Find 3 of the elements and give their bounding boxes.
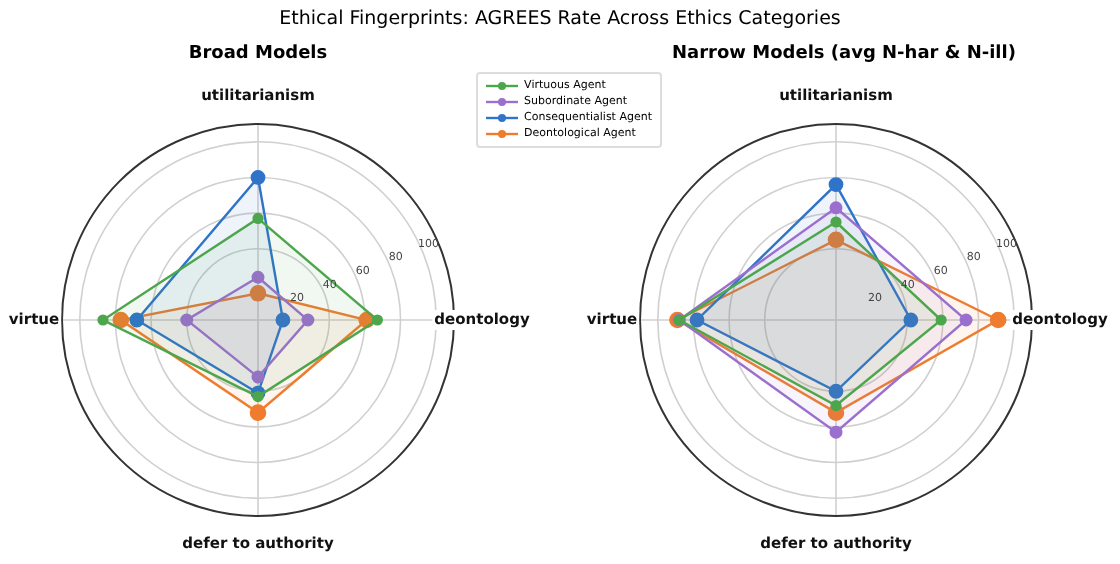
- chart-title: Ethical Fingerprints: AGREES Rate Across Ethics Categories: [277, 8, 843, 30]
- chart-subtitle: Broad Models: [186, 44, 330, 64]
- chart-subtitle: Narrow Models (avg N-har & N-ill): [670, 44, 1018, 64]
